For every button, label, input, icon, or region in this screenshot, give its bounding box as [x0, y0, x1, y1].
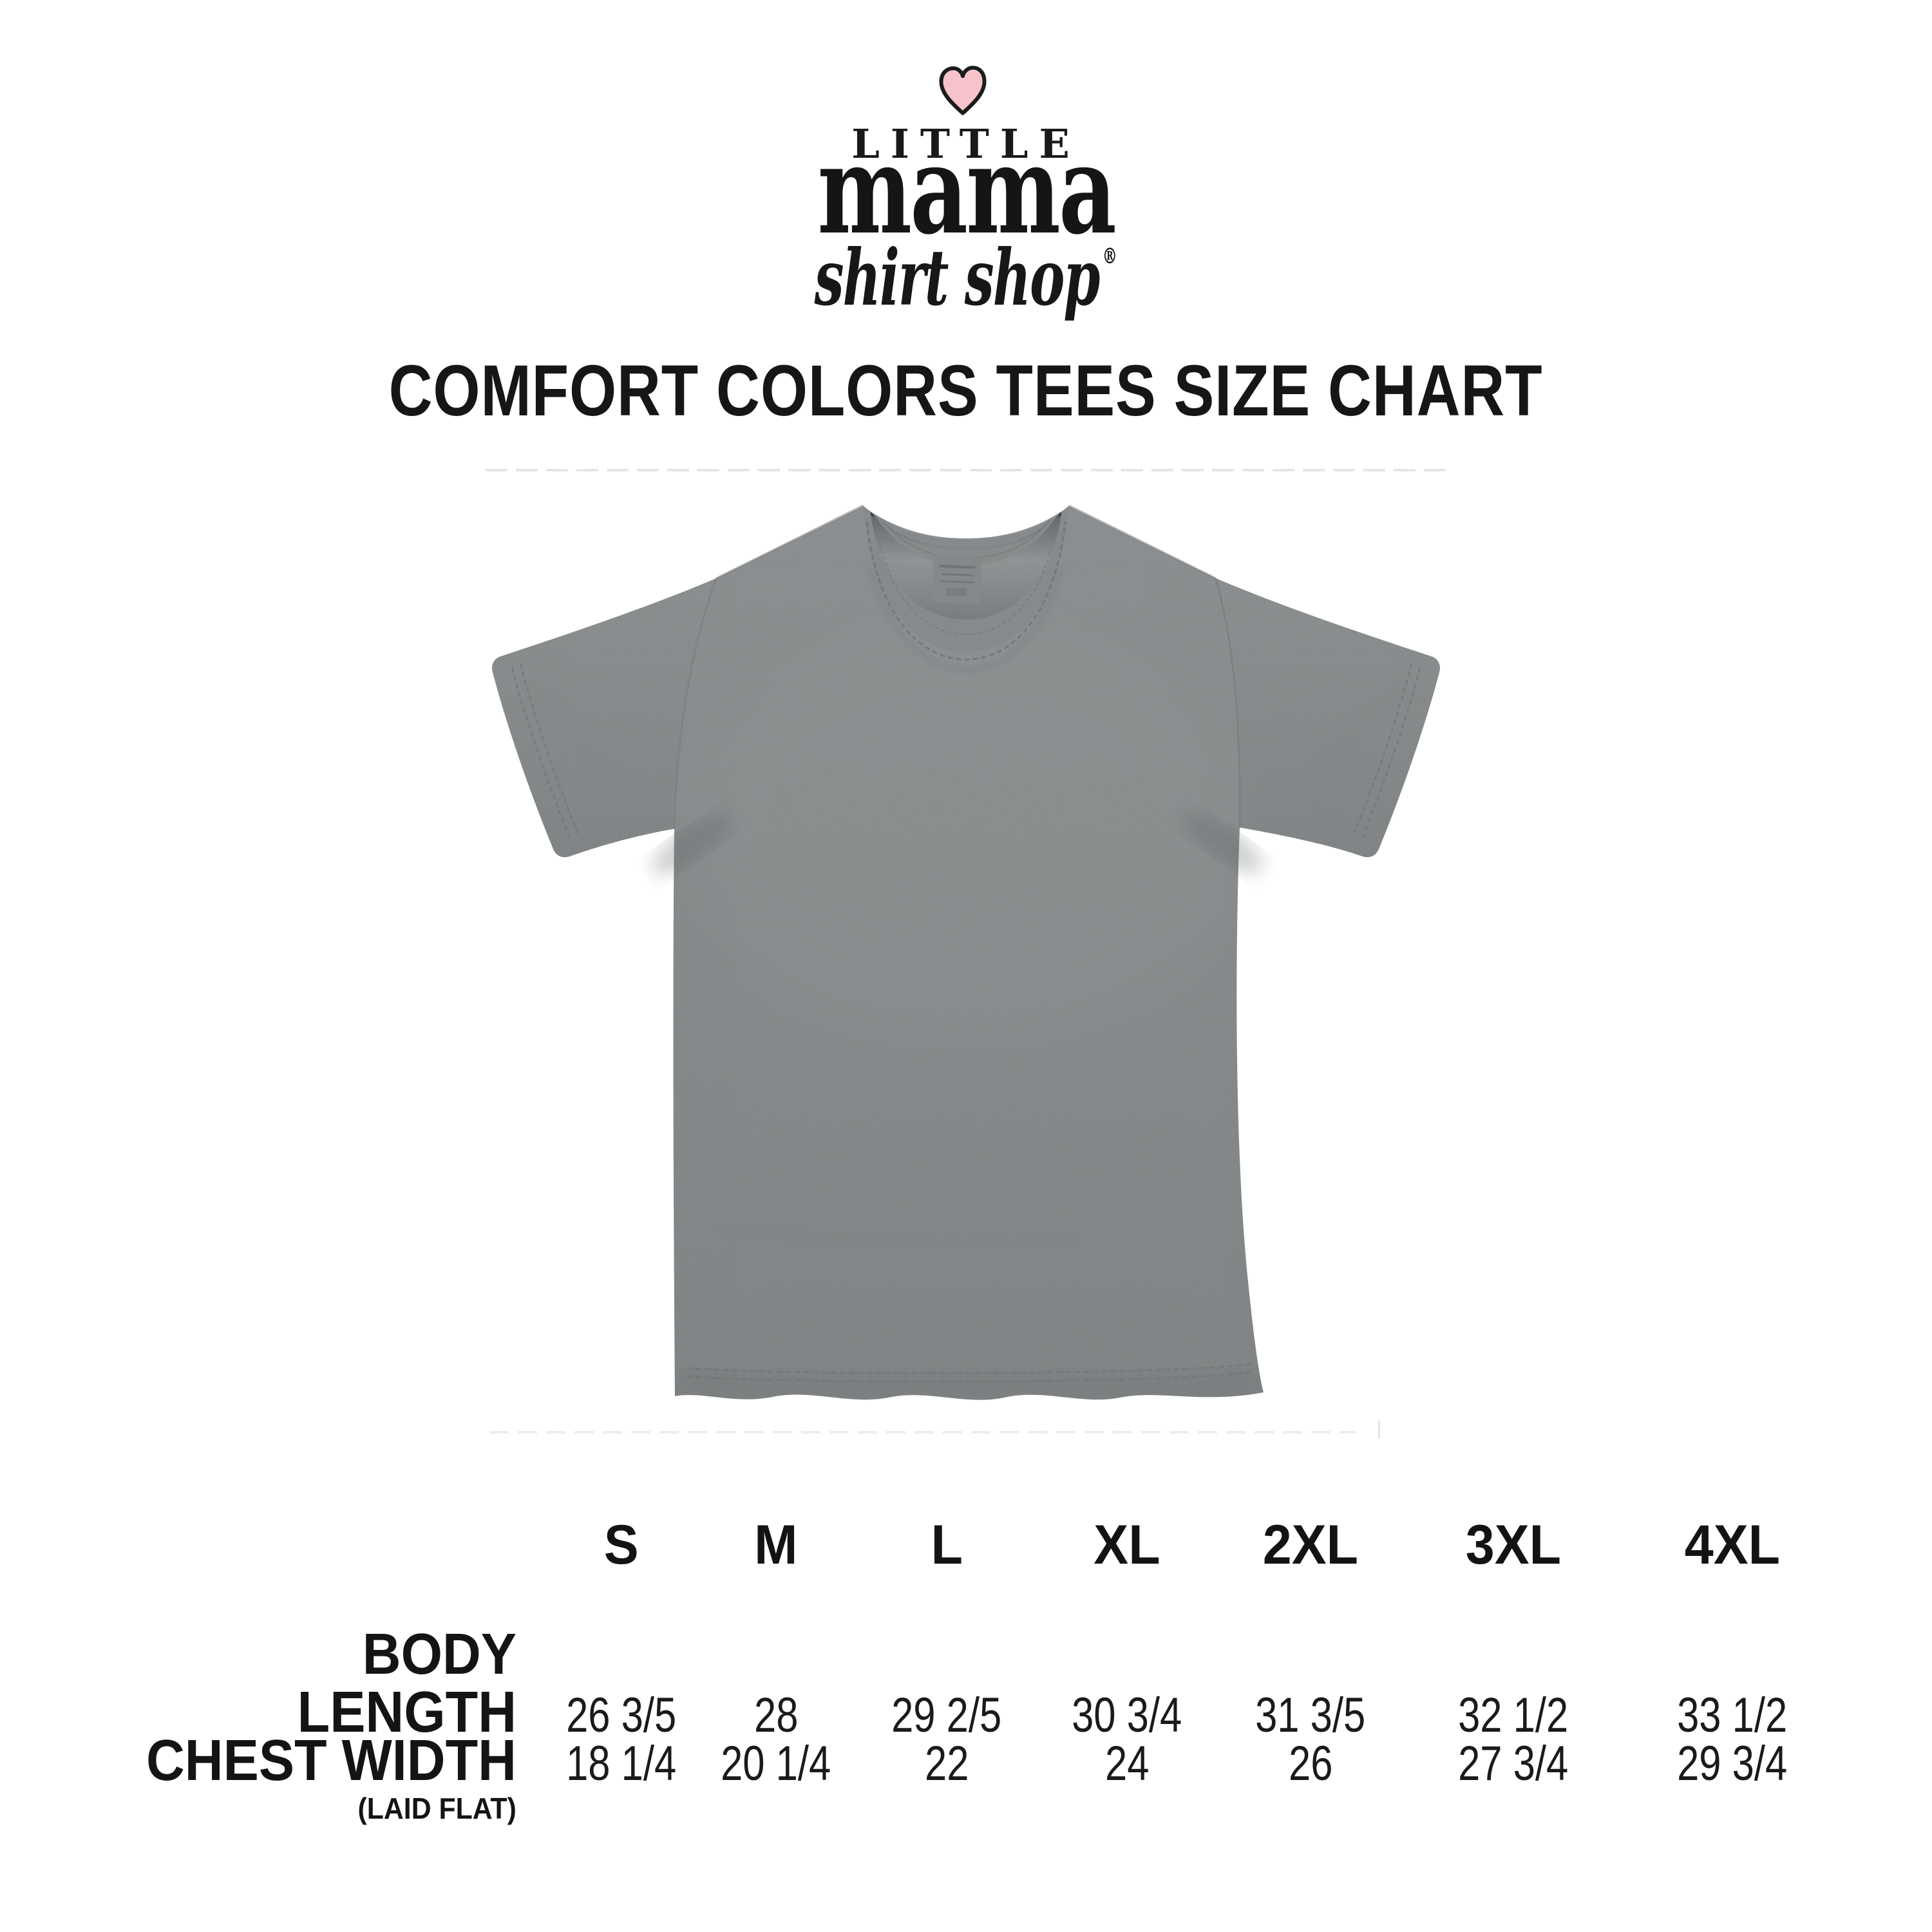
- body-length-row: BODY LENGTH 26 3/5 28 29 2/5 30 3/4 31 3…: [97, 1625, 1842, 1741]
- logo-word-shirt-shop: shirt shop ®: [814, 232, 1118, 323]
- page-title: COMFORT COLORS TEES SIZE CHART: [389, 350, 1543, 431]
- body-length-value: 32 1/2: [1458, 1688, 1569, 1743]
- body-length-value: 30 3/4: [1072, 1688, 1182, 1743]
- row-note-laid-flat: (LAID FLAT): [357, 1792, 516, 1825]
- body-length-value: 31 3/5: [1255, 1688, 1366, 1743]
- logo-word-little: LITTLE: [851, 120, 1081, 167]
- chest-width-value: 24: [1104, 1736, 1150, 1791]
- photo-edge-artifact-tick: [1378, 1421, 1380, 1439]
- size-column-header: M: [754, 1514, 798, 1576]
- row-label-body-length: BODY LENGTH: [297, 1622, 516, 1745]
- body-length-value: 33 1/2: [1677, 1688, 1788, 1743]
- size-column-header: 3XL: [1465, 1514, 1562, 1576]
- heart-icon: [939, 66, 987, 115]
- chest-width-value: 18 1/4: [566, 1736, 677, 1791]
- size-column-header: L: [931, 1514, 963, 1576]
- row-label-chest-width: CHEST WIDTH (LAID FLAT): [97, 1732, 547, 1823]
- chest-width-value: 26: [1288, 1736, 1333, 1791]
- size-column-header: S: [604, 1514, 639, 1576]
- body-length-value: 28: [753, 1688, 799, 1743]
- size-column-header: 4XL: [1684, 1514, 1781, 1576]
- logo-word-mama: mama: [817, 118, 1117, 261]
- chest-width-value: 29 3/4: [1677, 1736, 1788, 1791]
- chest-width-row: CHEST WIDTH (LAID FLAT) 18 1/4 20 1/4 22…: [97, 1732, 1842, 1823]
- photo-edge-artifact-bottom: [489, 1431, 1356, 1434]
- chest-width-value: 27 3/4: [1458, 1736, 1569, 1791]
- size-column-header: XL: [1094, 1514, 1160, 1576]
- chest-width-value: 20 1/4: [721, 1736, 831, 1791]
- body-length-value: 29 2/5: [891, 1688, 1002, 1743]
- chest-width-value: 22: [924, 1736, 969, 1791]
- registered-trademark: ®: [1103, 243, 1118, 269]
- photo-edge-artifact-top: [486, 469, 1450, 471]
- tshirt-photo: [492, 504, 1440, 1400]
- size-column-header: 2XL: [1262, 1514, 1359, 1576]
- size-header-row: S M L XL 2XL 3XL 4XL: [97, 1517, 1842, 1573]
- body-length-value: 26 3/5: [566, 1688, 677, 1743]
